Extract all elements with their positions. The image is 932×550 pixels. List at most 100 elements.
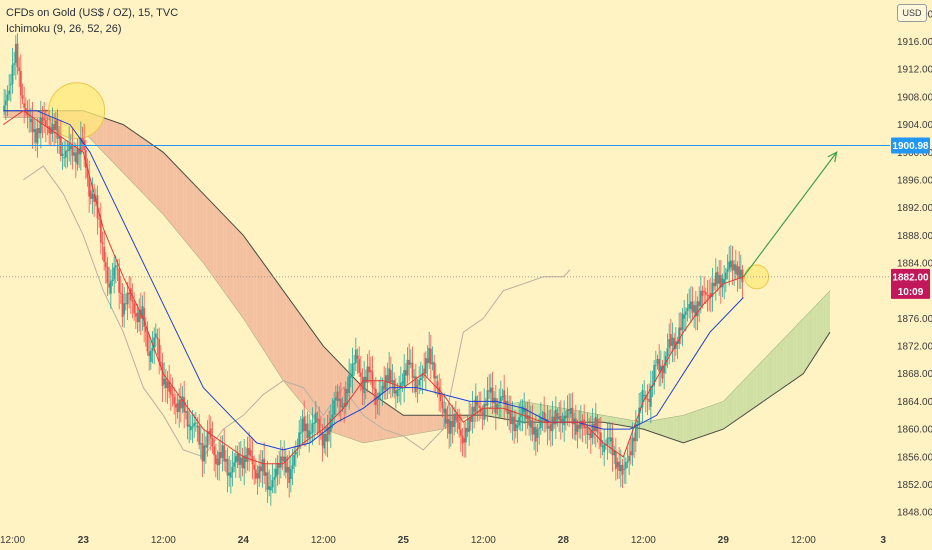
candle-body xyxy=(123,303,126,315)
candle-body xyxy=(729,260,732,268)
candle-body xyxy=(298,432,301,447)
candle-body xyxy=(653,365,656,386)
candle-body xyxy=(279,456,282,468)
cloud-segment xyxy=(740,380,744,418)
candle-body xyxy=(574,418,577,435)
cloud-segment xyxy=(693,410,697,440)
candle-body xyxy=(39,117,42,134)
candle-body xyxy=(434,375,437,379)
x-tick-label: 12:00 xyxy=(631,535,656,546)
candle-body xyxy=(118,269,121,293)
cloud-segment xyxy=(436,415,440,431)
candle-body xyxy=(18,67,21,72)
candle-body xyxy=(113,267,116,280)
cloud-segment xyxy=(230,221,234,305)
candle-body xyxy=(663,365,666,373)
cloud-segment xyxy=(796,321,800,379)
candle-body xyxy=(559,416,562,424)
candle-body xyxy=(284,456,287,473)
candle-body xyxy=(14,44,17,64)
cloud-segment xyxy=(183,173,187,243)
cloud-segment xyxy=(206,197,210,273)
cloud-segment xyxy=(670,416,674,440)
candle-body xyxy=(736,266,739,276)
cloud-segment xyxy=(323,346,327,431)
y-tick-label: 1884.00 xyxy=(897,259,932,270)
candle-body xyxy=(543,411,546,423)
candle-body xyxy=(664,355,667,366)
candle-body xyxy=(473,406,476,412)
candle-body xyxy=(493,397,496,404)
cloud-segment xyxy=(786,332,790,386)
cloud-segment xyxy=(700,408,704,438)
candle-body xyxy=(456,415,459,423)
candle-body xyxy=(331,414,334,418)
cloud-segment xyxy=(130,129,134,184)
candle-body xyxy=(6,94,9,101)
candle-body xyxy=(36,128,39,144)
candle-body xyxy=(506,400,509,414)
candle-body xyxy=(163,378,166,385)
candle-body xyxy=(656,359,659,365)
candle-body xyxy=(684,311,687,315)
candle-body xyxy=(154,333,157,338)
candle-body xyxy=(719,275,722,288)
candle-body xyxy=(81,138,84,144)
cloud-segment xyxy=(686,412,690,442)
candle-body xyxy=(338,398,341,401)
candle-body xyxy=(638,407,641,425)
candle-body xyxy=(203,445,206,462)
candle-body xyxy=(151,347,154,352)
cloud-segment xyxy=(440,415,444,430)
candle-body xyxy=(413,376,416,379)
candle-body xyxy=(388,368,391,383)
candle-body xyxy=(686,308,689,312)
cloud-segment xyxy=(820,297,824,348)
candle-body xyxy=(709,293,712,297)
candle-body xyxy=(538,427,541,429)
candle-body xyxy=(643,394,646,396)
cloud-segment xyxy=(420,415,424,434)
candle-body xyxy=(601,446,604,448)
cloud-segment xyxy=(236,228,240,314)
cloud-segment xyxy=(753,366,757,409)
candle-body xyxy=(358,359,361,373)
cloud-segment xyxy=(626,419,630,427)
candle-body xyxy=(306,423,309,439)
candle-body xyxy=(399,382,402,389)
cloud-segment xyxy=(713,403,717,433)
candle-body xyxy=(98,218,101,220)
x-tick-label: 23 xyxy=(78,535,90,546)
candle-body xyxy=(648,399,651,402)
chart-legend: CFDs on Gold (US$ / OZ), 15, TVC Ichimok… xyxy=(6,5,178,37)
current-price-badge xyxy=(891,268,930,299)
cloud-segment xyxy=(103,117,107,156)
cloud-segment xyxy=(193,183,197,255)
indicator-label[interactable]: Ichimoku (9, 26, 52, 26) xyxy=(6,23,122,35)
candle-body xyxy=(341,405,344,408)
cloud-segment xyxy=(810,307,814,364)
candle-body xyxy=(169,386,172,395)
x-tick-label: 12:00 xyxy=(471,535,496,546)
candle-body xyxy=(679,327,682,331)
candle-body xyxy=(503,390,506,404)
cloud-segment xyxy=(606,415,610,424)
candle-body xyxy=(321,433,324,446)
candle-body xyxy=(184,411,187,413)
cloud-segment xyxy=(366,389,370,443)
candle-body xyxy=(724,272,727,280)
candle-body xyxy=(613,451,616,456)
candle-body xyxy=(618,461,621,471)
cloud-segment xyxy=(463,415,467,419)
cloud-segment xyxy=(790,328,794,383)
candle-body xyxy=(353,363,356,365)
candle-body xyxy=(698,301,701,307)
currency-button[interactable]: USD xyxy=(897,4,927,22)
candle-body xyxy=(16,43,19,68)
cloud-segment xyxy=(283,290,287,385)
candle-body xyxy=(634,423,637,442)
cloud-segment xyxy=(243,235,247,324)
cloud-segment xyxy=(203,193,207,268)
